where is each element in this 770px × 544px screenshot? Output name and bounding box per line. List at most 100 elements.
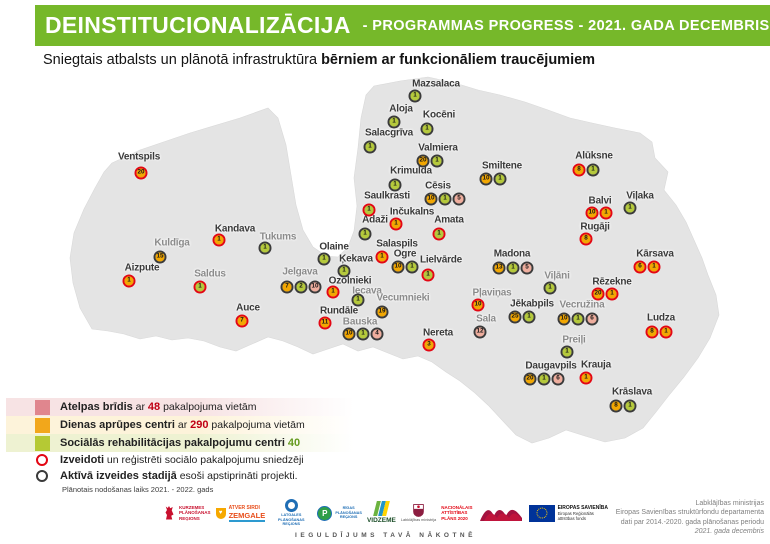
legend-in-progress-text: Aktīvā izveides stadijā esoši apstiprinā… bbox=[60, 470, 298, 482]
green-badge: 1 bbox=[522, 310, 536, 324]
city-badges-amata: 1 bbox=[432, 227, 446, 241]
city-label-salaspils: Salaspils bbox=[376, 238, 418, 250]
tagline-bold: bērniem ar funkcionāliem traucējumiem bbox=[321, 52, 596, 68]
footer-logos: KURZEMES PLĀNOŠANAS REĢIONS ♥ ATVER SIRD… bbox=[163, 498, 608, 528]
green-badge: 1 bbox=[337, 264, 351, 278]
green-badge: 1 bbox=[351, 293, 365, 307]
orange-badge: 13 bbox=[492, 261, 506, 275]
daycare-swatch-icon bbox=[35, 417, 50, 433]
orange-badge: 7 bbox=[235, 314, 249, 328]
legend-row-established: Izveidoti un reģistrēti sociālo pakalpoj… bbox=[6, 452, 354, 468]
green-badge: 1 bbox=[258, 241, 272, 255]
stripes-icon bbox=[373, 501, 390, 517]
green-badge: 1 bbox=[430, 154, 444, 168]
city-label-smiltene: Smiltene bbox=[481, 160, 523, 172]
city-badges-cesis: 10 1 5 bbox=[424, 192, 466, 206]
legend-daycare-text: Dienas aprūpes centri ar 290 pakalpojuma… bbox=[60, 419, 305, 431]
city-label-karsava: Kārsava bbox=[636, 248, 674, 260]
city-badges-tukums: 1 bbox=[258, 241, 272, 255]
city-badges-ogre: 10 1 bbox=[391, 260, 419, 274]
city-badges-daugavpils: 20 1 6 bbox=[523, 372, 565, 386]
orange-badge: 20 bbox=[134, 166, 148, 180]
header-bar: DEINSTITUCIONALIZĀCIJA - PROGRAMMAS PROG… bbox=[35, 5, 770, 46]
legend-row-daycare: Dienas aprūpes centri ar 290 pakalpojuma… bbox=[6, 416, 354, 434]
city-label-jekabpils: Jēkabpils bbox=[510, 298, 554, 310]
city-badges-aizpute: 1 bbox=[122, 274, 136, 288]
city-badges-madona: 13 1 5 bbox=[492, 261, 534, 275]
orange-badge: 19 bbox=[375, 305, 389, 319]
green-badge: 1 bbox=[317, 252, 331, 266]
orange-badge: 15 bbox=[153, 250, 167, 264]
city-label-ventspils: Ventspils bbox=[117, 151, 161, 163]
latgale-region-logo: LATGALES PLĀNOŠANAS REĢIONS bbox=[270, 499, 312, 527]
green-badge: 1 bbox=[405, 260, 419, 274]
riga-region-logo: P RĪGAS PLĀNOŠANAS REĢIONS bbox=[317, 505, 362, 521]
green-badge: 1 bbox=[543, 281, 557, 295]
green-badge: 1 bbox=[438, 192, 452, 206]
city-label-adazi: Ādaži bbox=[362, 214, 388, 226]
orange-badge: 1 bbox=[389, 217, 403, 231]
legend-respite-text: Atelpas brīdis ar 48 pakalpojuma vietām bbox=[60, 401, 257, 413]
city-badges-krimulda: 1 bbox=[388, 178, 402, 192]
legend-rehab-text: Sociālās rehabilitācijas pakalpojumu cen… bbox=[60, 437, 301, 449]
green-badge: 1 bbox=[358, 227, 372, 241]
city-label-kuldiga: Kuldīga bbox=[154, 237, 190, 249]
city-label-balvi: Balvi bbox=[588, 195, 612, 207]
city-badges-rugaji: 8 bbox=[579, 232, 593, 246]
lion-icon bbox=[165, 506, 174, 520]
city-label-tukums: Tukums bbox=[259, 231, 297, 243]
city-label-olaine: Olaine bbox=[319, 241, 349, 253]
heart-icon: ♥ bbox=[215, 507, 226, 519]
orange-badge: 8 bbox=[609, 399, 623, 413]
green-badge: 1 bbox=[537, 372, 551, 386]
city-label-incukalns: Inčukalns bbox=[389, 206, 435, 218]
city-label-aloja: Aloja bbox=[389, 103, 413, 115]
city-badges-salacgriva: 1 bbox=[363, 140, 377, 154]
green-badge: 1 bbox=[362, 203, 376, 217]
city-badges-smiltene: 10 1 bbox=[479, 172, 507, 186]
city-label-amata: Amata bbox=[434, 214, 464, 226]
city-label-vecumnieki: Vecumnieki bbox=[376, 292, 430, 304]
orange-badge: 10 bbox=[557, 312, 571, 326]
green-badge: 1 bbox=[363, 140, 377, 154]
legend-established-text: Izveidoti un reģistrēti sociālo pakalpoj… bbox=[60, 454, 304, 466]
orange-badge: 8 bbox=[645, 325, 659, 339]
pink-badge: 10 bbox=[308, 280, 322, 294]
orange-badge: 1 bbox=[599, 206, 613, 220]
city-badges-jekabpils: 25 1 bbox=[508, 310, 536, 324]
green-badge: 1 bbox=[408, 89, 422, 103]
established-ring-icon bbox=[36, 454, 48, 466]
city-badges-iecava: 1 bbox=[351, 293, 365, 307]
city-label-rundale: Rundāle bbox=[319, 305, 359, 317]
city-badges-incukalns: 1 bbox=[389, 217, 403, 231]
orange-badge: 1 bbox=[326, 285, 340, 299]
city-badges-bauska: 10 1 4 bbox=[342, 327, 384, 341]
city-badges-ozolnieki: 1 bbox=[326, 285, 340, 299]
respite-swatch-icon bbox=[35, 399, 50, 415]
eu-fund-logo: EIROPAS SAVIENĪBA Eiropas Reģionālās att… bbox=[528, 504, 608, 522]
orange-badge: 10 bbox=[424, 192, 438, 206]
city-label-krauja: Krauja bbox=[581, 359, 611, 371]
green-badge: 1 bbox=[193, 280, 207, 294]
city-label-kekava: Ķekava bbox=[339, 253, 373, 265]
city-badges-saldus: 1 bbox=[193, 280, 207, 294]
city-label-cesis: Cēsis bbox=[425, 180, 451, 192]
city-label-auce: Auce bbox=[236, 302, 260, 314]
orange-badge: 7 bbox=[280, 280, 294, 294]
orange-badge: 8 bbox=[579, 232, 593, 246]
city-label-aluksne: Alūksne bbox=[575, 150, 613, 162]
tagline: Sniegtais atbalsts un plānotā infrastruk… bbox=[43, 52, 595, 68]
orange-badge: 20 bbox=[416, 154, 430, 168]
orange-badge: 8 bbox=[572, 163, 586, 177]
city-badges-lielvarde: 1 bbox=[421, 268, 435, 282]
city-badges-kekava: 1 bbox=[337, 264, 351, 278]
rehab-swatch-icon bbox=[35, 435, 50, 451]
city-badges-plavinas: 10 bbox=[471, 298, 485, 312]
city-badges-vilaka: 1 bbox=[623, 201, 637, 215]
orange-badge: 10 bbox=[342, 327, 356, 341]
city-badges-rezekne: 20 1 bbox=[591, 287, 619, 301]
city-label-iecava: Iecava bbox=[352, 285, 382, 297]
